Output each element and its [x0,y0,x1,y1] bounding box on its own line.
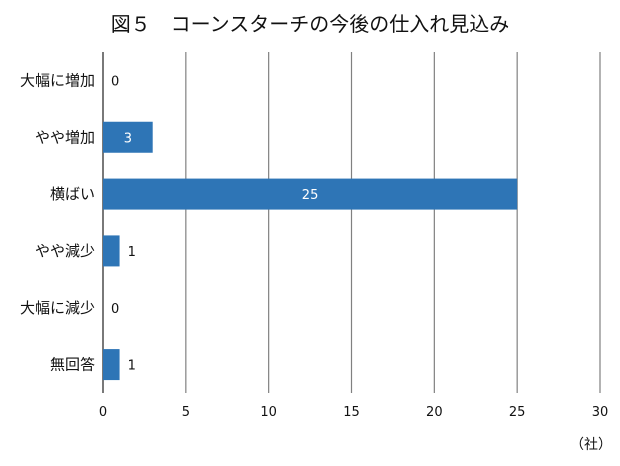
bar [103,121,153,153]
category-label: やや減少 [35,242,95,260]
gridlines [102,52,601,393]
bars [103,121,518,381]
data-label: 1 [128,245,136,260]
x-tick-label: 10 [260,405,277,420]
bar [103,235,120,267]
data-label: 3 [124,131,132,146]
x-tick-label: 20 [426,405,443,420]
data-label: 25 [302,188,319,203]
x-tick-label: 15 [343,405,360,420]
category-label: 大幅に減少 [20,299,95,317]
data-label: 0 [111,302,119,317]
bar [103,349,120,381]
data-label: 1 [128,359,136,374]
x-tick-label: 30 [592,405,609,420]
x-tick-label: 5 [182,405,190,420]
unit-label: （社） [570,437,612,453]
category-label: 大幅に増加 [20,71,95,89]
chart-title: 図５ コーンスターチの今後の仕入れ見込み [111,12,510,36]
category-label: 横ばい [50,185,95,203]
x-axis-ticks: 0 5 10 15 20 25 30 [99,405,608,420]
x-tick-label: 0 [99,405,107,420]
category-label: やや増加 [35,128,95,146]
category-label: 無回答 [50,356,95,374]
x-tick-label: 25 [509,405,526,420]
bar [103,178,518,210]
data-label: 0 [111,74,119,89]
category-labels: 大幅に増加 0 やや増加 3 横ばい 25 やや減少 1 大幅に減少 0 無回答 1 [20,71,318,373]
